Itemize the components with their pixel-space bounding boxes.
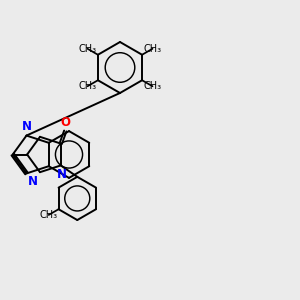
Text: N: N [22,120,32,133]
Text: CH₃: CH₃ [79,44,97,54]
Text: CH₃: CH₃ [143,81,161,91]
Text: CH₃: CH₃ [40,210,58,220]
Text: O: O [60,116,70,129]
Text: N: N [28,175,38,188]
Text: CH₃: CH₃ [79,81,97,91]
Text: N: N [57,168,67,182]
Text: CH₃: CH₃ [143,44,161,54]
